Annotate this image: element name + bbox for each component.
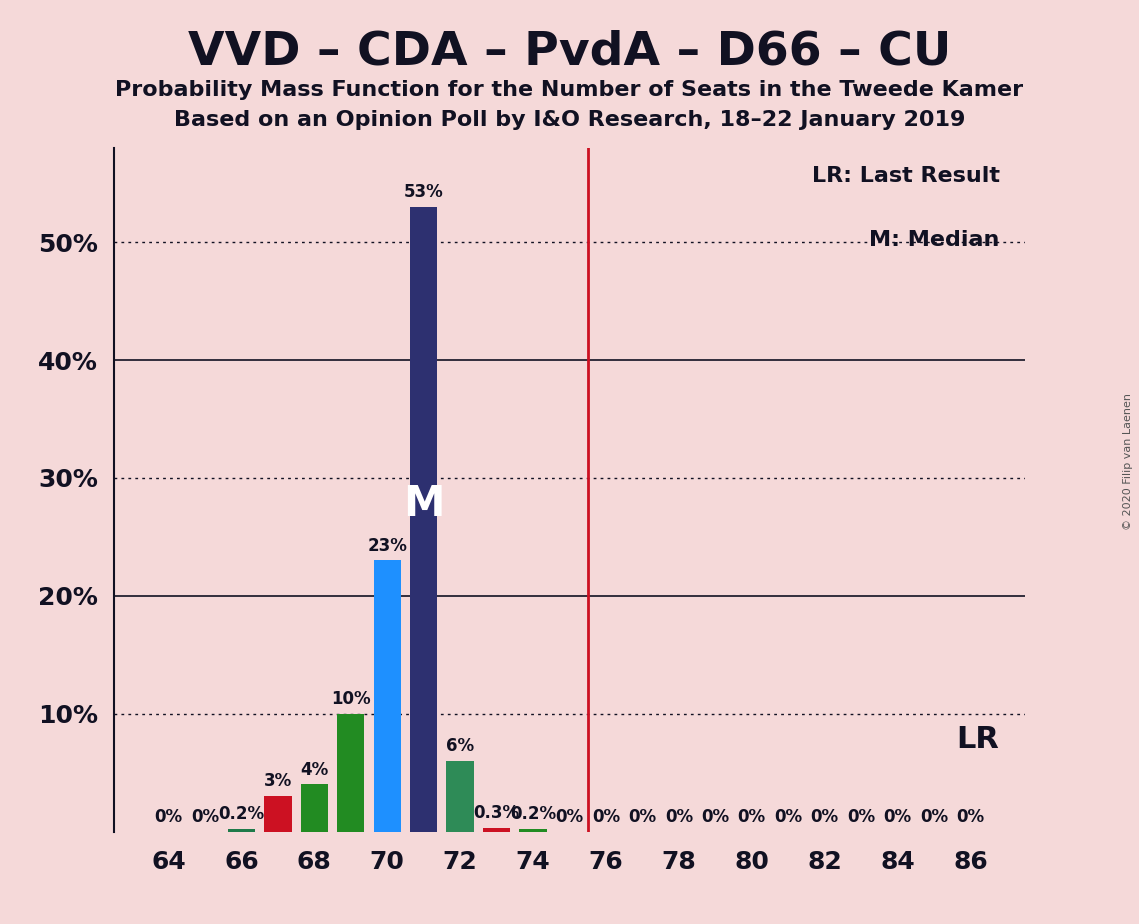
Text: 0%: 0%: [884, 808, 911, 826]
Text: 0%: 0%: [592, 808, 620, 826]
Bar: [264, 796, 292, 832]
Bar: [410, 207, 437, 832]
Bar: [337, 713, 364, 832]
Text: 0%: 0%: [738, 808, 765, 826]
Bar: [228, 829, 255, 832]
Text: 10%: 10%: [331, 690, 370, 708]
Text: 0%: 0%: [775, 808, 802, 826]
Text: 4%: 4%: [301, 760, 328, 779]
Text: 0%: 0%: [957, 808, 984, 826]
Text: 0.2%: 0.2%: [219, 806, 264, 823]
Text: 3%: 3%: [264, 772, 292, 790]
Bar: [519, 829, 547, 832]
Text: 0.3%: 0.3%: [474, 804, 519, 822]
Text: M: M: [403, 483, 444, 525]
Text: 0%: 0%: [556, 808, 583, 826]
Text: 0%: 0%: [665, 808, 693, 826]
Text: 0%: 0%: [191, 808, 219, 826]
Bar: [301, 784, 328, 832]
Text: 0%: 0%: [920, 808, 948, 826]
Text: 23%: 23%: [367, 537, 408, 554]
Text: LR: LR: [957, 725, 1000, 755]
Bar: [483, 828, 510, 832]
Text: 0%: 0%: [847, 808, 875, 826]
Bar: [374, 561, 401, 832]
Text: 0%: 0%: [811, 808, 838, 826]
Text: VVD – CDA – PvdA – D66 – CU: VVD – CDA – PvdA – D66 – CU: [188, 30, 951, 75]
Text: LR: Last Result: LR: Last Result: [812, 165, 1000, 186]
Text: 0%: 0%: [702, 808, 729, 826]
Text: 53%: 53%: [404, 183, 443, 201]
Text: 0%: 0%: [629, 808, 656, 826]
Text: M: Median: M: Median: [869, 230, 1000, 250]
Bar: [446, 760, 474, 832]
Text: © 2020 Filip van Laenen: © 2020 Filip van Laenen: [1123, 394, 1132, 530]
Text: 6%: 6%: [446, 737, 474, 755]
Text: 0%: 0%: [155, 808, 182, 826]
Text: 0.2%: 0.2%: [510, 806, 556, 823]
Text: Based on an Opinion Poll by I&O Research, 18–22 January 2019: Based on an Opinion Poll by I&O Research…: [174, 110, 965, 130]
Text: Probability Mass Function for the Number of Seats in the Tweede Kamer: Probability Mass Function for the Number…: [115, 80, 1024, 101]
